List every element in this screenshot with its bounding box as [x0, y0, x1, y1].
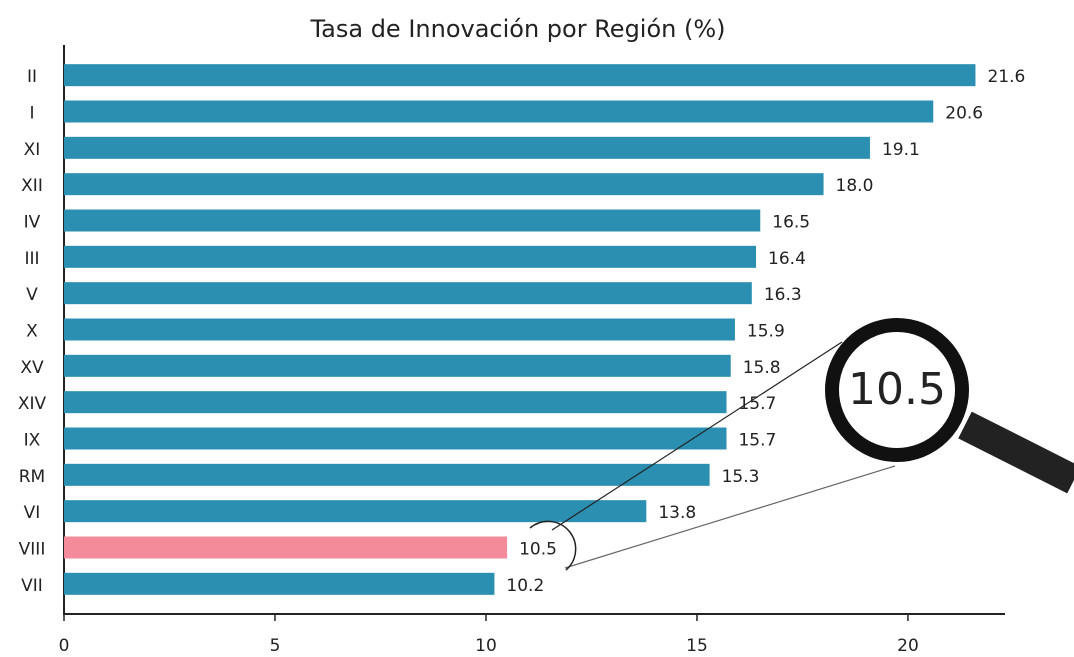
value-label: 15.3 [722, 467, 760, 487]
value-label: 20.6 [945, 104, 983, 124]
bar [64, 355, 731, 377]
value-label: 21.6 [987, 67, 1025, 87]
bar [64, 246, 756, 268]
value-label: 16.3 [764, 285, 802, 305]
bar [64, 137, 870, 159]
value-label: 10.5 [519, 540, 557, 560]
y-tick-label: III [24, 249, 39, 269]
y-tick-label: VII [21, 576, 43, 596]
bar [64, 64, 975, 86]
value-label: 18.0 [836, 176, 874, 196]
bar [64, 101, 933, 123]
x-tick-label: 10 [475, 636, 497, 656]
bar [64, 464, 710, 486]
value-label: 15.7 [738, 431, 776, 451]
value-label: 19.1 [882, 140, 920, 160]
y-tick-label: XV [20, 358, 44, 378]
x-tick-label: 5 [270, 636, 281, 656]
y-tick-label: X [26, 322, 38, 342]
bar [64, 573, 494, 595]
bar [64, 428, 726, 450]
y-tick-label: XIV [18, 394, 47, 414]
bar [64, 282, 752, 304]
bar [64, 173, 824, 195]
y-tick-label: V [26, 285, 38, 305]
value-label: 10.2 [506, 576, 544, 596]
value-label: 15.9 [747, 322, 785, 342]
value-label: 16.5 [772, 213, 810, 233]
y-tick-label: IX [24, 431, 41, 451]
bar [64, 500, 646, 522]
y-tick-label: RM [19, 467, 45, 487]
bar [64, 319, 735, 341]
bar [64, 537, 507, 559]
magnifier-handle [965, 425, 1074, 480]
zoom-label: 10.5 [848, 364, 946, 415]
x-tick-label: 0 [59, 636, 70, 656]
y-tick-label: I [29, 104, 34, 124]
y-tick-label: XI [24, 140, 41, 160]
x-tick-label: 15 [686, 636, 708, 656]
value-label: 15.8 [743, 358, 781, 378]
y-tick-label: IV [24, 213, 41, 233]
chart: Tasa de Innovación por Región (%) 0 5 10 15… [0, 0, 1074, 657]
y-tick-label: VIII [19, 540, 46, 560]
chart-title: Tasa de Innovación por Región (%) [309, 15, 725, 43]
bar [64, 391, 726, 413]
y-tick-label: VI [24, 503, 41, 523]
y-tick-label: II [27, 67, 37, 87]
x-tick-label: 20 [897, 636, 919, 656]
value-label: 16.4 [768, 249, 806, 269]
bar [64, 210, 760, 232]
y-tick-label: XII [21, 176, 43, 196]
value-label: 13.8 [658, 503, 696, 523]
